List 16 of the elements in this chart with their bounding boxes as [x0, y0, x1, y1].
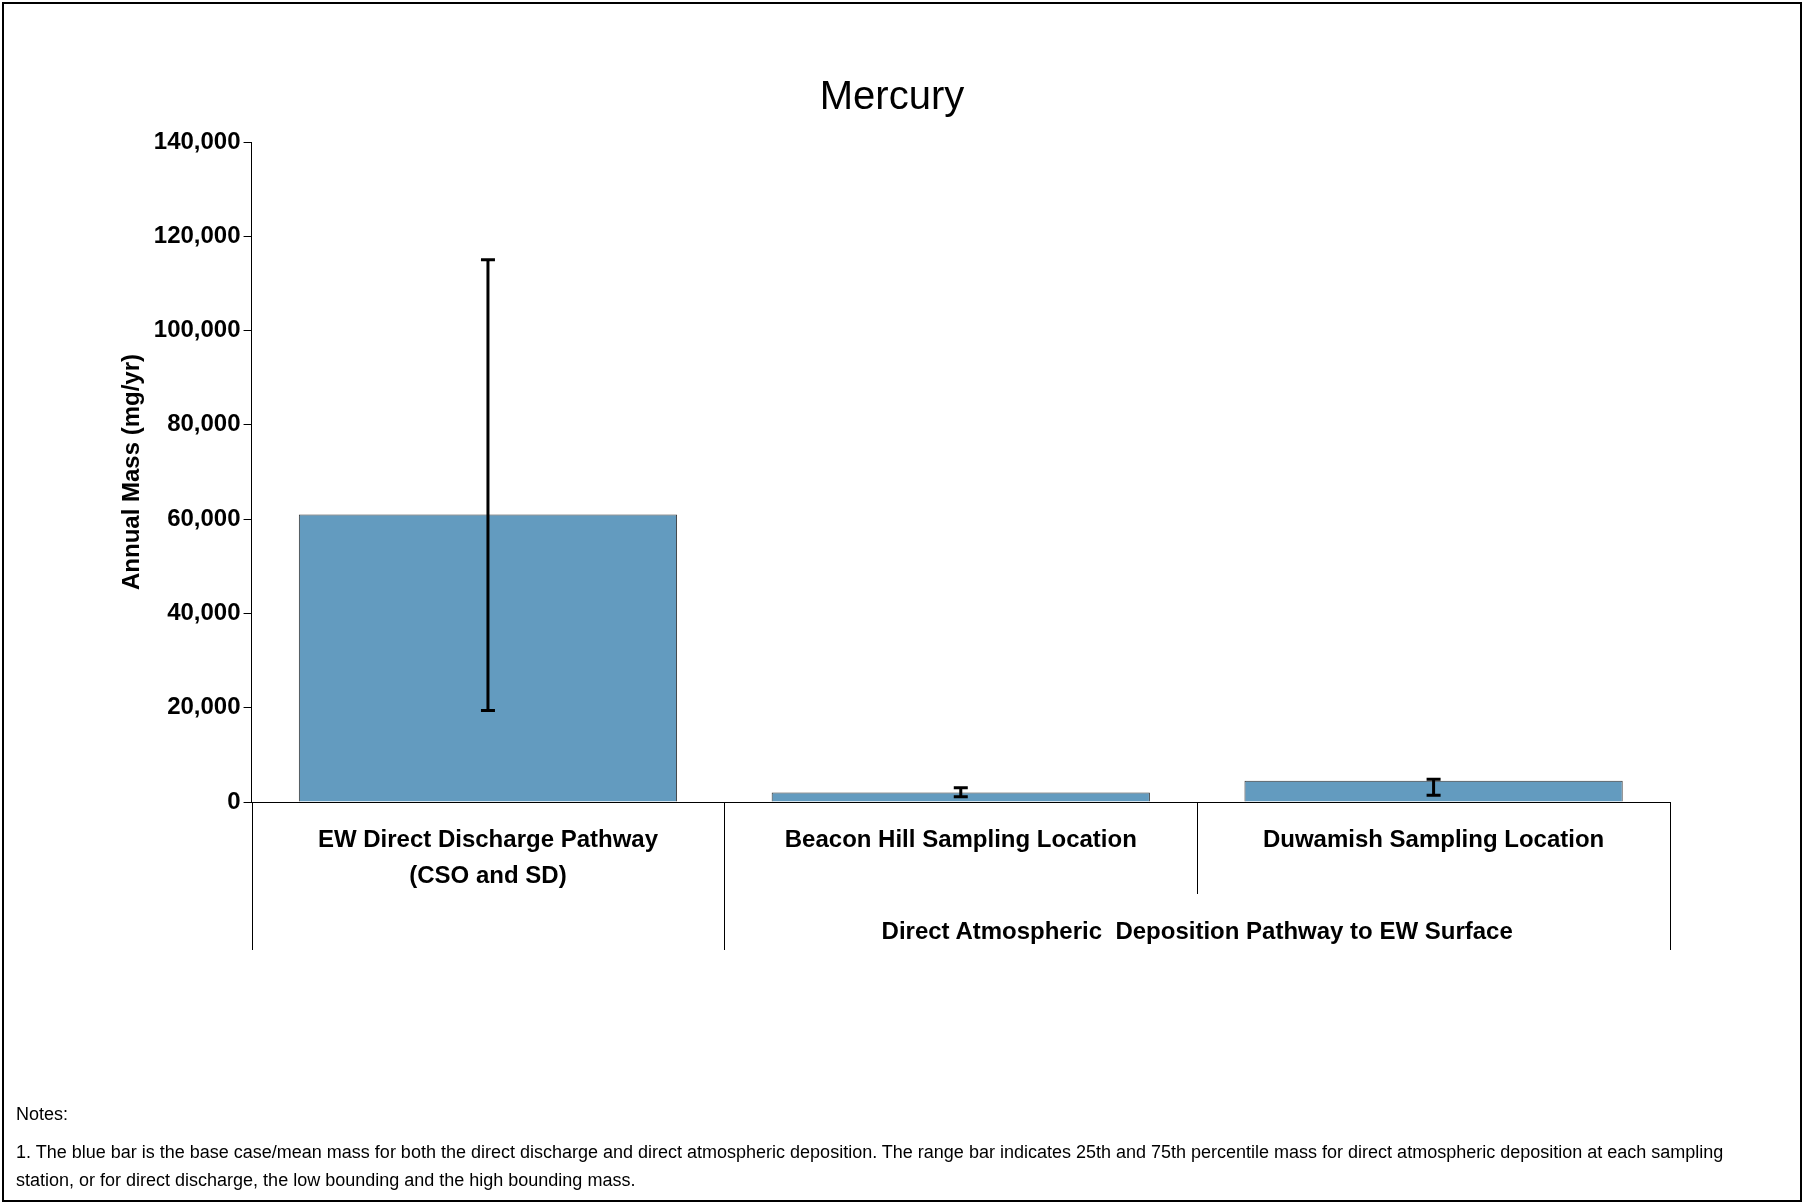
- chart-title: Mercury: [819, 73, 965, 118]
- x-tick-label: Beacon Hill Sampling Location: [784, 824, 1137, 852]
- x-tick-label: Duwamish Sampling Location: [1262, 824, 1605, 852]
- y-tick-label: 140,000: [153, 126, 241, 154]
- y-tick-label: 80,000: [167, 409, 241, 437]
- text: Direct Atmospheric Deposition Pathway to EW Surface: [881, 916, 1513, 944]
- text: Notes:: [16, 1103, 70, 1126]
- y-tick-label: 100,000: [153, 315, 241, 343]
- x-tick-label: EW Direct Discharge Pathway (CSO and SD): [317, 824, 659, 888]
- y-tick-label: 60,000: [167, 503, 241, 531]
- y-tick-label: 0: [227, 786, 241, 814]
- y-axis-title: Annual Mass (mg/yr): [117, 353, 145, 591]
- y-tick-label: 120,000: [153, 220, 241, 248]
- y-tick-label: 40,000: [167, 598, 241, 626]
- text: 1. The blue bar is the base case/mean mass for both the direct discharge and direct atmospheric deposition. The range bar indicates 25th and 75th percentile mass for direct atmospheric deposition at each sampling station, or for direct discharge, the low bounding and the high bounding mass.: [16, 1141, 1725, 1192]
- y-tick-label: 20,000: [167, 692, 241, 720]
